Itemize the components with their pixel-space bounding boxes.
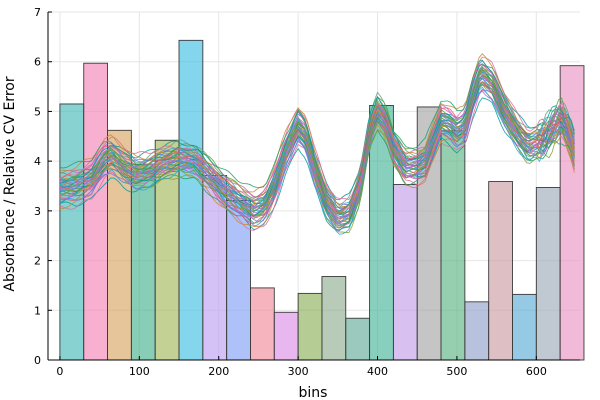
bar-3	[130, 163, 156, 361]
x-tick-label: 400	[367, 365, 388, 378]
spectrum-line-12	[59, 81, 575, 225]
x-axis-title: bins	[299, 385, 328, 400]
y-tick-label: 4	[34, 155, 41, 168]
spectrum-line-36	[59, 63, 575, 205]
bar-11	[321, 276, 347, 361]
y-tick-label: 7	[34, 6, 41, 19]
spectrum-line-5	[59, 86, 575, 235]
bar-5	[178, 39, 204, 361]
bar-0	[59, 103, 85, 361]
x-tick-label: 600	[526, 365, 547, 378]
spectra-lines	[59, 53, 575, 235]
axes	[47, 11, 580, 361]
spectrum-line-17	[59, 77, 575, 223]
x-tick-label: 100	[129, 365, 150, 378]
y-tick-label: 6	[34, 56, 41, 69]
bar-12	[345, 317, 371, 361]
tick-labels: 0 100 200 300 400 500 600 0 1 2 3 4 5 6 7	[34, 6, 547, 378]
bar-20	[535, 187, 561, 361]
x-tick-label: 500	[446, 365, 467, 378]
x-tick-label: 200	[208, 365, 229, 378]
bar-14	[392, 184, 418, 361]
spectrum-line-6	[59, 90, 575, 232]
bar-10	[297, 292, 323, 361]
y-tick-label: 0	[34, 354, 41, 367]
y-axis-title: Absorbance / Relative CV Error	[2, 76, 18, 291]
spectrum-line-39	[59, 59, 575, 212]
spectrum-line-38	[59, 53, 575, 207]
spectrum-line-28	[59, 71, 575, 215]
y-tick-label: 2	[34, 255, 41, 268]
x-tick-label: 300	[288, 365, 309, 378]
bar-9	[273, 311, 299, 361]
bar-16	[440, 130, 466, 361]
bar-19	[512, 293, 537, 361]
x-tick-label: 0	[56, 365, 63, 378]
bar-8	[250, 287, 275, 361]
histogram-bars	[59, 39, 585, 361]
bar-1	[83, 62, 109, 361]
y-tick-label: 5	[34, 105, 41, 118]
spectrum-line-37	[59, 56, 575, 202]
bar-17	[464, 301, 490, 361]
bar-18	[488, 181, 513, 361]
y-tick-label: 3	[34, 205, 41, 218]
y-tick-label: 1	[34, 304, 41, 317]
